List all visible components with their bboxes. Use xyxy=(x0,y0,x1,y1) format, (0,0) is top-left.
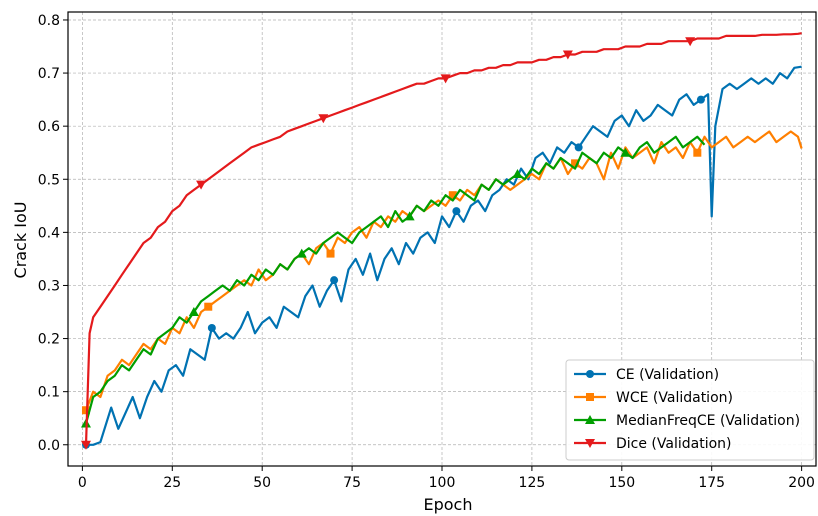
series-point xyxy=(562,50,573,60)
y-axis-label: Crack IoU xyxy=(11,202,30,279)
legend-label: Dice (Validation) xyxy=(616,436,732,452)
series-point xyxy=(330,276,339,285)
series-point xyxy=(196,180,207,190)
series-line-0 xyxy=(86,65,802,446)
legend-label: WCE (Validation) xyxy=(616,390,733,406)
x-tick-label: 50 xyxy=(253,475,271,491)
y-tick-label: 0.6 xyxy=(38,119,60,135)
x-tick-label: 150 xyxy=(608,475,635,491)
series-point xyxy=(693,148,702,157)
series-point xyxy=(696,95,705,104)
tick-labels: 0 25 50 75 100 125 150 175 200 0.0 0.1 0.2 0.3 0.4 0.5… xyxy=(38,13,815,491)
legend-marker xyxy=(585,439,595,448)
x-tick-label: 175 xyxy=(698,475,725,491)
x-tick-label: 200 xyxy=(788,475,815,491)
series-point xyxy=(404,211,415,221)
x-tick-label: 25 xyxy=(163,475,181,491)
series-point xyxy=(318,114,329,124)
legend-box xyxy=(565,359,815,461)
series-point xyxy=(296,248,307,258)
series-point xyxy=(80,440,91,450)
legend-marker xyxy=(586,393,594,401)
series-point xyxy=(207,323,216,332)
series-point xyxy=(81,406,90,415)
y-tick-label: 0.1 xyxy=(38,385,60,401)
legend-marker xyxy=(586,370,594,378)
y-tick-label: 0.0 xyxy=(38,438,60,454)
series-lines xyxy=(80,32,803,450)
y-tick-label: 0.7 xyxy=(38,66,60,82)
y-tick-label: 0.2 xyxy=(38,332,60,348)
y-tick-label: 0.5 xyxy=(38,172,60,188)
legend-label: MedianFreqCE (Validation) xyxy=(616,413,800,429)
series-point xyxy=(326,249,335,258)
series-point xyxy=(685,37,696,47)
axes xyxy=(63,11,817,471)
legend-marker xyxy=(585,415,595,424)
series-point xyxy=(204,302,213,311)
series-point xyxy=(188,307,199,317)
x-tick-label: 100 xyxy=(429,475,456,491)
series-point xyxy=(574,143,583,152)
series-point xyxy=(452,207,461,216)
series-point xyxy=(512,168,523,178)
x-tick-label: 75 xyxy=(343,475,361,491)
legend-label: CE (Validation) xyxy=(616,367,719,383)
x-tick-label: 0 xyxy=(78,475,87,491)
y-tick-label: 0.3 xyxy=(38,278,60,294)
x-tick-label: 125 xyxy=(519,475,546,491)
y-tick-label: 0.8 xyxy=(38,13,60,29)
series-point xyxy=(440,74,451,84)
series-point xyxy=(448,191,457,200)
series-point xyxy=(620,147,631,157)
legend: CE (Validation) WCE (Validation) MedianFre… xyxy=(565,359,815,461)
grid xyxy=(68,12,816,466)
series-point xyxy=(571,159,580,168)
series-line-2 xyxy=(84,135,706,424)
y-tick-label: 0.4 xyxy=(38,225,60,241)
x-axis-label: Epoch xyxy=(424,495,473,514)
